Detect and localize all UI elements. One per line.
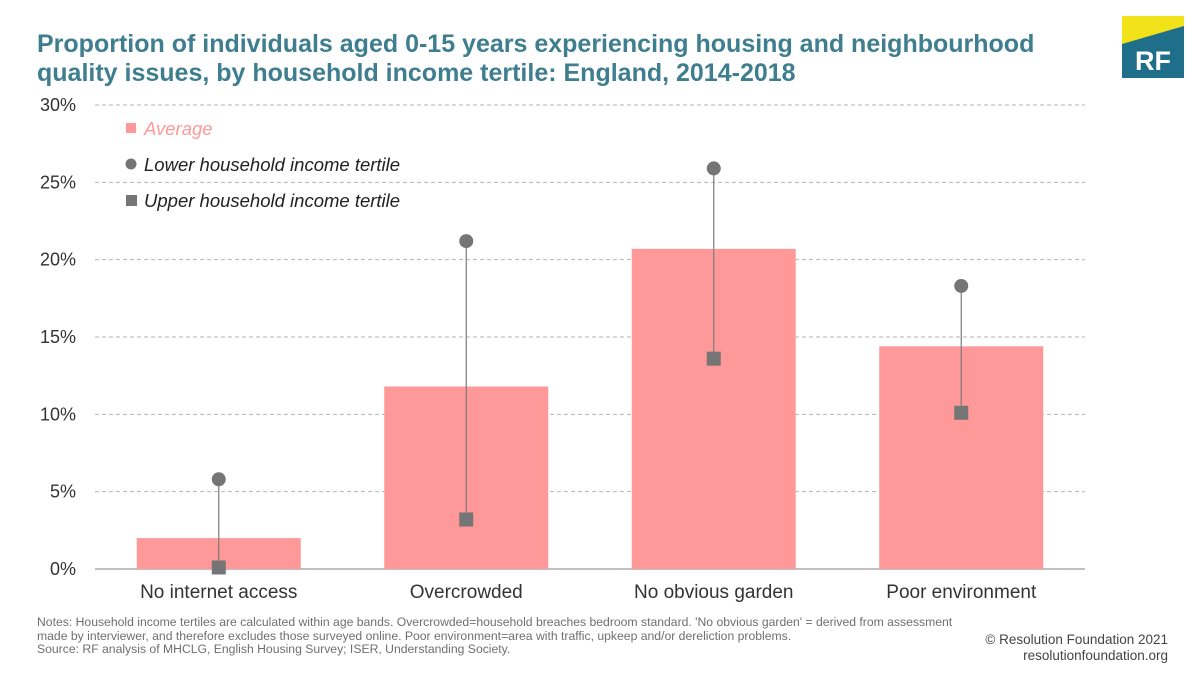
legend-swatch-average <box>126 123 136 133</box>
y-tick-label: 25% <box>40 172 76 192</box>
x-tick-label: Poor environment <box>886 582 1037 603</box>
y-tick-label: 0% <box>50 559 76 579</box>
range-lines <box>218 168 962 568</box>
y-tick-label: 30% <box>40 95 76 115</box>
lower-tertile-marker <box>211 472 226 487</box>
credit: © Resolution Foundation 2021 resolutionf… <box>985 632 1168 664</box>
upper-tertile-marker <box>459 512 474 527</box>
y-tick-label: 5% <box>50 482 76 502</box>
x-tick-label: No obvious garden <box>634 582 794 603</box>
rf-logo: RF <box>1122 16 1184 78</box>
notes-line: made by interviewer, and therefore exclu… <box>37 628 792 643</box>
source-line: Source: RF analysis of MHCLG, English Ho… <box>37 642 511 656</box>
x-tick-label: Overcrowded <box>410 582 523 603</box>
x-axis-labels: No internet access Overcrowded No obvious … <box>140 582 1037 603</box>
legend-swatch-upper <box>126 195 137 206</box>
y-tick-label: 15% <box>40 327 76 347</box>
logo-text: RF <box>1135 46 1171 76</box>
logo-accent <box>1122 16 1184 44</box>
upper-tertile-marker <box>706 351 721 366</box>
upper-tertile-marker <box>954 405 969 420</box>
lower-tertile-marker <box>706 161 721 176</box>
legend-label: Lower household income tertile <box>144 154 400 175</box>
y-tick-label: 20% <box>40 250 76 270</box>
legend-label: Upper household income tertile <box>144 190 400 211</box>
lower-tertile-marker <box>459 234 474 249</box>
website: resolutionfoundation.org <box>1023 648 1168 663</box>
chart: 0% 5% 10% 15% 20% 25% 30% No internet access Ov… <box>40 95 1085 603</box>
legend-label: Average <box>143 118 213 139</box>
y-tick-label: 10% <box>40 404 76 424</box>
bars <box>136 248 1044 569</box>
copyright: © Resolution Foundation 2021 <box>985 632 1168 647</box>
legend-swatch-lower <box>125 158 137 170</box>
notes-line: Notes: Household income tertiles are cal… <box>37 615 953 629</box>
lower-tertile-marker <box>954 278 969 293</box>
y-axis-ticks: 0% 5% 10% 15% 20% 25% 30% <box>40 95 76 579</box>
markers <box>211 161 969 575</box>
legend: Average Lower household income tertile Upp… <box>125 118 400 211</box>
chart-title: Proportion of individuals aged 0-15 year… <box>37 30 1035 87</box>
notes: Notes: Household income tertiles are cal… <box>37 615 997 657</box>
upper-tertile-marker <box>211 560 226 575</box>
x-tick-label: No internet access <box>140 582 297 603</box>
